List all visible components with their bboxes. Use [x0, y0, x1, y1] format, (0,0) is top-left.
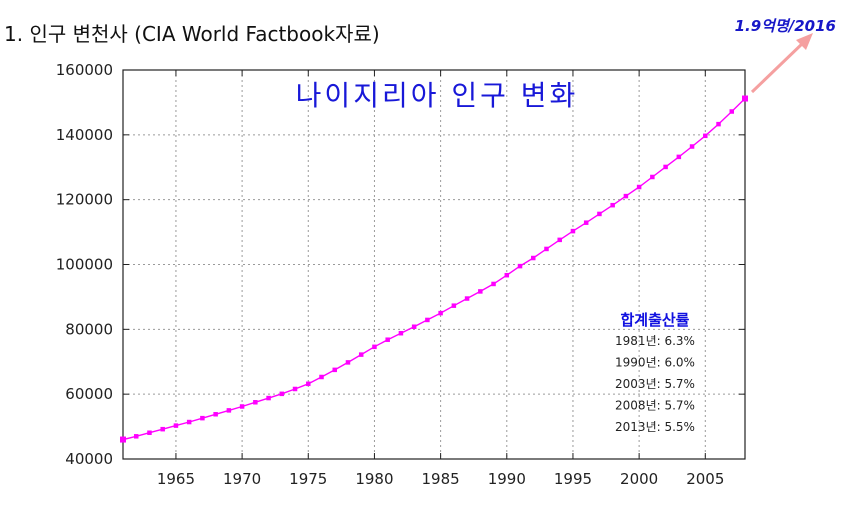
x-axis: 1965 1970 1975 1980 1985 1990 1995 2000 2005	[157, 70, 724, 488]
y-tick-label: 140000	[56, 126, 113, 144]
data-point	[623, 193, 629, 199]
data-point	[160, 426, 165, 432]
data-point	[570, 228, 576, 234]
data-point	[597, 211, 602, 217]
data-point	[266, 395, 271, 401]
chart-title: 나이지리아 인구 변화	[296, 79, 579, 112]
data-point	[200, 415, 205, 421]
grid-lines	[123, 70, 745, 459]
data-point	[716, 121, 721, 127]
data-point	[676, 154, 682, 160]
data-point	[292, 386, 298, 392]
fertility-annotation: 합계출산률 1981년: 6.3% 1990년: 6.0% 2003년: 5.7% 2…	[615, 311, 695, 434]
data-point	[729, 109, 735, 114]
x-tick-label: 1985	[422, 470, 460, 488]
data-point	[345, 360, 351, 365]
data-point	[478, 289, 483, 294]
data-point	[332, 367, 337, 373]
data-point	[411, 324, 417, 329]
x-tick-label: 1990	[488, 470, 526, 488]
data-point	[583, 220, 589, 225]
data-point	[319, 374, 324, 380]
x-tick-label: 1995	[554, 470, 592, 488]
data-point	[663, 164, 668, 170]
arrow-head	[796, 33, 813, 50]
annotation-line: 2013년: 5.5%	[615, 420, 695, 434]
data-point	[504, 272, 510, 278]
x-tick-label: 1975	[289, 470, 327, 488]
y-tick-label: 60000	[65, 385, 113, 403]
data-point	[173, 423, 179, 428]
x-tick-label: 1965	[157, 470, 195, 488]
annotation-line: 2008년: 5.7%	[615, 399, 695, 413]
data-point	[133, 434, 139, 439]
data-point	[636, 184, 642, 190]
data-point	[742, 95, 748, 102]
data-point	[239, 404, 245, 409]
data-point	[557, 237, 562, 243]
corner-note: 1.9억명/2016	[735, 17, 836, 35]
x-tick-label: 2005	[686, 470, 724, 488]
x-tick-label: 2000	[620, 470, 658, 488]
annotation-line: 1981년: 6.3%	[615, 334, 695, 348]
data-point	[517, 263, 523, 269]
data-point	[451, 303, 457, 308]
data-point	[147, 430, 152, 435]
y-tick-label: 120000	[56, 191, 113, 209]
data-point	[279, 391, 285, 397]
y-tick-label: 40000	[65, 450, 113, 468]
annotation-title: 합계출산률	[620, 311, 689, 329]
data-point	[650, 174, 655, 180]
data-point	[213, 412, 218, 417]
data-point	[689, 144, 695, 149]
data-point	[358, 352, 364, 357]
y-tick-label: 100000	[56, 256, 113, 274]
data-point	[186, 419, 192, 425]
page-heading: 1. 인구 변천사 (CIA World Factbook자료)	[4, 22, 380, 46]
data-point	[120, 436, 126, 443]
data-point	[544, 246, 549, 252]
data-point	[253, 400, 258, 405]
y-tick-label: 160000	[56, 61, 113, 79]
data-point	[531, 255, 536, 261]
y-axis: 40000 60000 80000 100000 120000 140000 160000	[56, 61, 745, 468]
arrow-line	[750, 40, 806, 94]
x-tick-label: 1970	[223, 470, 261, 488]
data-point	[226, 408, 232, 413]
data-point	[385, 337, 390, 342]
data-point	[491, 281, 496, 287]
annotation-line: 2003년: 5.7%	[615, 377, 695, 391]
data-point	[438, 310, 443, 316]
data-point	[372, 344, 377, 350]
data-point	[703, 133, 708, 139]
data-point	[610, 202, 615, 208]
data-point	[464, 296, 470, 301]
data-point	[398, 330, 404, 336]
y-tick-label: 80000	[65, 320, 113, 338]
series-points	[120, 95, 748, 443]
data-point	[306, 381, 311, 387]
data-point	[425, 317, 430, 323]
x-tick-label: 1980	[355, 470, 393, 488]
annotation-line: 1990년: 6.0%	[615, 356, 695, 370]
